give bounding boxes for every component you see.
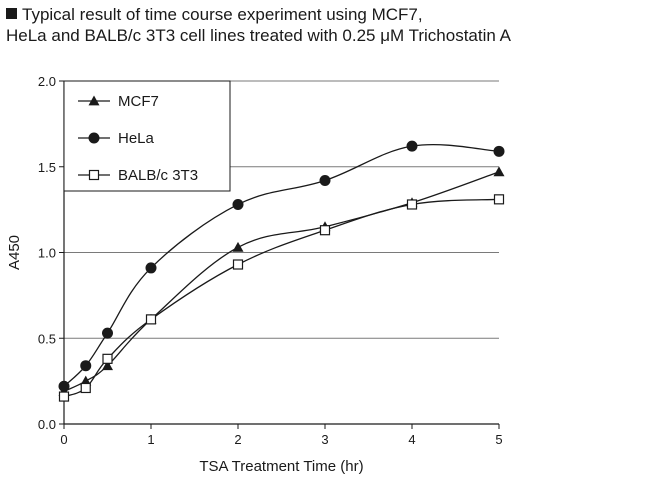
legend-marker-hela xyxy=(88,132,100,144)
data-point-mcf7 xyxy=(102,360,113,371)
series-balb-c-3t3 xyxy=(58,194,505,402)
caption-bullet-icon xyxy=(6,8,17,19)
caption-line-1: Typical result of time course experiment… xyxy=(22,5,423,24)
data-point-hela xyxy=(232,198,244,210)
series-line-balb-c-3t3 xyxy=(63,198,500,398)
y-tick-label: 2.0 xyxy=(38,74,56,89)
data-point-hela xyxy=(102,327,113,339)
y-tick-label: 0.5 xyxy=(38,331,56,346)
data-point-balb-c-3t3 xyxy=(80,382,91,394)
series-mcf7 xyxy=(58,166,505,396)
data-point-hela xyxy=(406,140,418,152)
data-point-hela xyxy=(319,174,331,186)
data-point-hela xyxy=(80,360,92,372)
data-point-hela xyxy=(493,145,505,157)
data-point-mcf7 xyxy=(232,241,244,252)
y-tick-label: 0.0 xyxy=(38,417,56,432)
legend-marker-mcf7 xyxy=(88,95,100,106)
x-tick-label: 1 xyxy=(147,432,154,447)
chart-caption: Typical result of time course experiment… xyxy=(6,4,646,46)
data-point-hela xyxy=(58,380,70,392)
x-tick-label: 3 xyxy=(321,432,328,447)
data-point-balb-c-3t3 xyxy=(145,314,157,325)
y-axis-label: A450 xyxy=(6,235,23,270)
data-point-balb-c-3t3 xyxy=(319,225,331,236)
x-tick-label: 0 xyxy=(60,432,67,447)
x-tick-label: 5 xyxy=(495,432,502,447)
data-point-balb-c-3t3 xyxy=(102,353,113,364)
data-point-balb-c-3t3 xyxy=(493,194,505,205)
legend-label-mcf7: MCF7 xyxy=(118,93,159,110)
data-point-balb-c-3t3 xyxy=(58,391,70,402)
x-axis-label: TSA Treatment Time (hr) xyxy=(199,458,363,475)
series xyxy=(58,140,505,402)
data-point-balb-c-3t3 xyxy=(406,199,418,210)
y-tick-label: 1.5 xyxy=(38,160,56,175)
data-point-balb-c-3t3 xyxy=(232,259,244,270)
series-hela xyxy=(58,140,505,392)
y-tick-label: 1.0 xyxy=(38,246,56,261)
axes: 0.0 0.5 1.0 1.5 2.0 0 1 2 3 4 5 xyxy=(38,74,503,447)
legend-label-hela: HeLa xyxy=(118,130,155,147)
data-point-hela xyxy=(145,262,157,274)
data-point-mcf7 xyxy=(493,166,505,177)
legend: MCF7 HeLa BALB/c 3T3 xyxy=(63,80,231,192)
legend-label-balb-c-3t3: BALB/c 3T3 xyxy=(118,167,198,184)
caption-line-2: HeLa and BALB/c 3T3 cell lines treated w… xyxy=(6,26,511,45)
x-tick-label: 2 xyxy=(234,432,241,447)
x-tick-label: 4 xyxy=(408,432,415,447)
series-line-mcf7 xyxy=(63,171,500,393)
legend-marker-balb-c-3t3 xyxy=(88,169,100,181)
